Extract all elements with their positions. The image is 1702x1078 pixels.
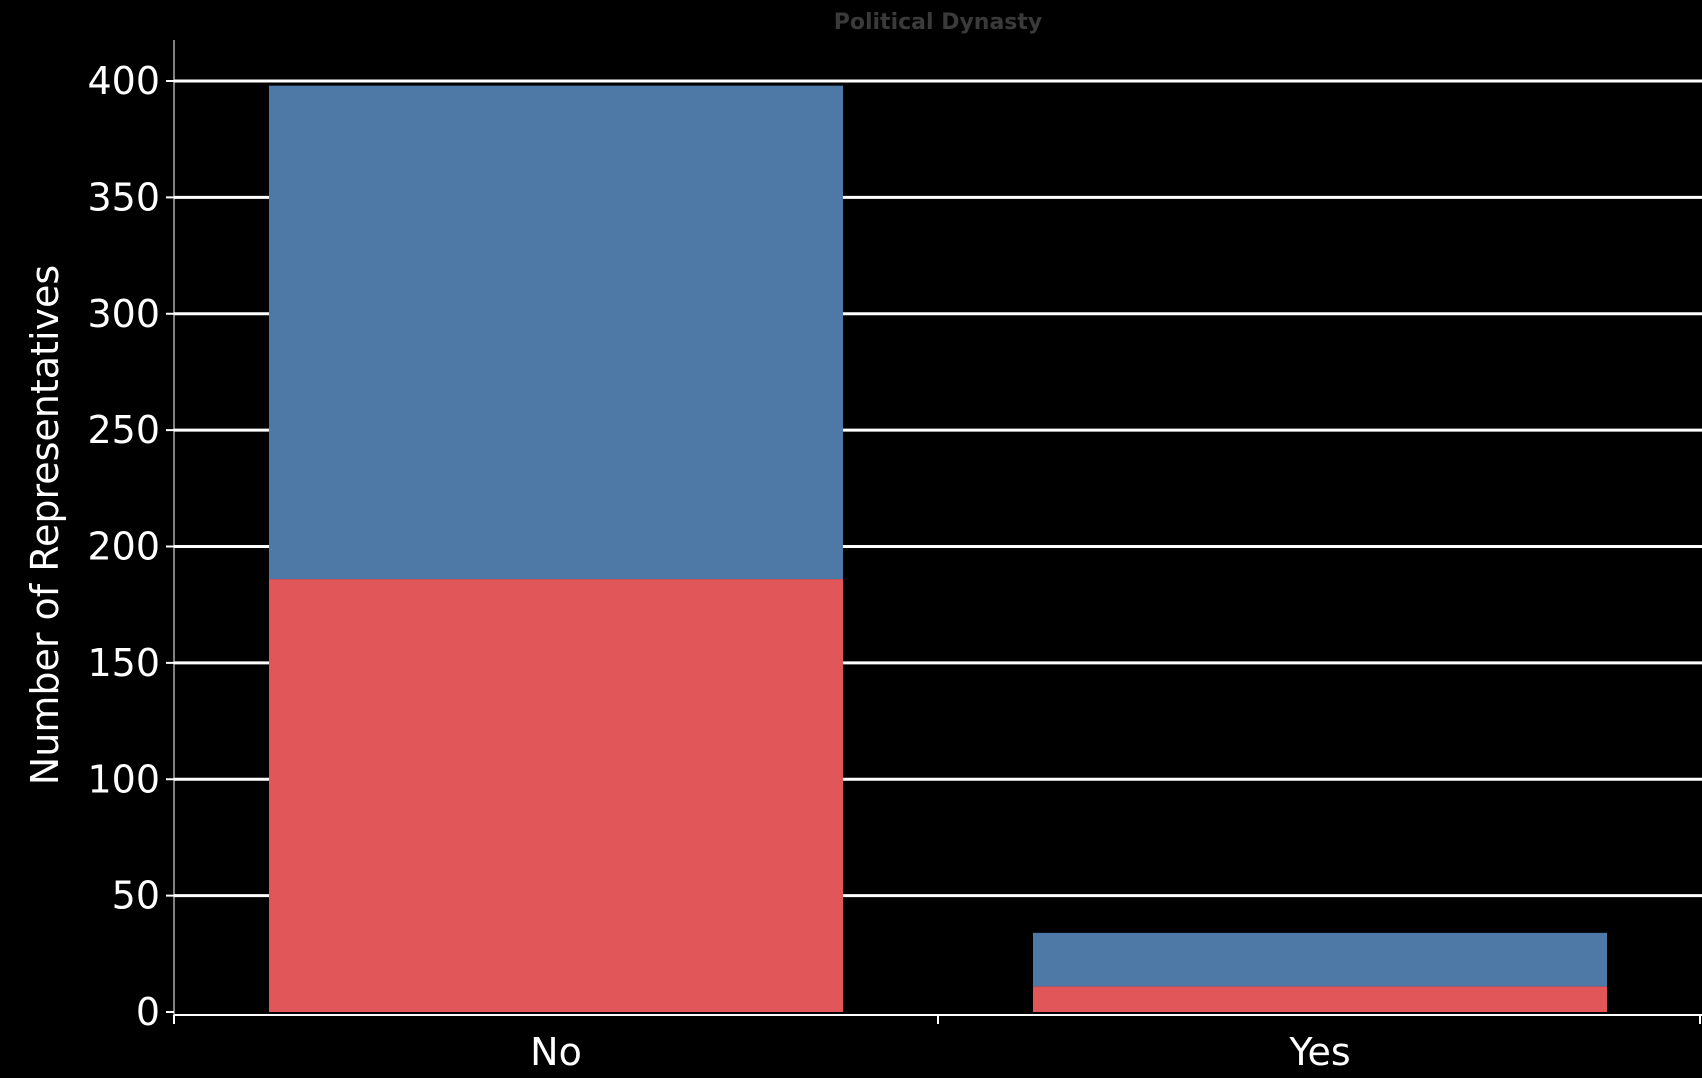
y-axis-title: Number of Representatives [23, 265, 67, 785]
x-tick-label-no: No [530, 1030, 582, 1074]
axis-layer: 0 50 100 150 200 250 300 350 400 No Yes [87, 40, 1702, 1074]
bars-layer [269, 85, 1607, 1012]
bar-yes-segment-1 [1033, 932, 1607, 987]
y-tick-label-400: 400 [87, 59, 160, 103]
y-tick-label-200: 200 [87, 525, 160, 569]
bar-yes-segment-0 [1033, 986, 1607, 1012]
bar-no-segment-0 [269, 579, 843, 1012]
y-tick-label-250: 250 [87, 408, 160, 452]
x-tick-label-yes: Yes [1288, 1030, 1350, 1074]
y-tick-label-150: 150 [87, 641, 160, 685]
chart-title: Political Dynasty [834, 10, 1043, 35]
y-tick-label-300: 300 [87, 292, 160, 336]
y-tick-label-50: 50 [112, 874, 160, 918]
y-tick-label-100: 100 [87, 757, 160, 801]
y-tick-label-0: 0 [136, 990, 160, 1034]
y-tick-label-350: 350 [87, 175, 160, 219]
bar-no-segment-1 [269, 85, 843, 580]
